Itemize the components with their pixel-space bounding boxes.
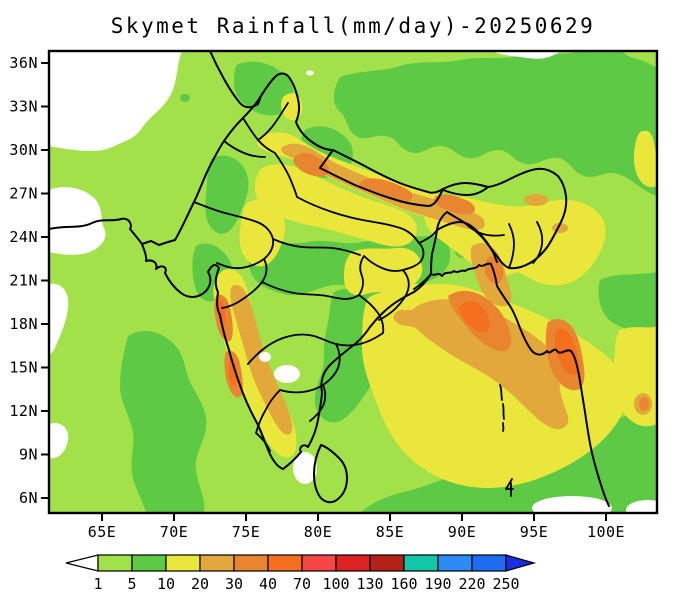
y-tick-label: 36N: [9, 54, 38, 72]
rain-region-bay-tan: [393, 299, 569, 430]
colorbar-below-min-arrow: [65, 554, 99, 572]
colorbar-level-label: 220: [458, 575, 485, 593]
colorbar-segment: [335, 554, 371, 572]
colorbar-level-label: 130: [356, 575, 383, 593]
y-tick-label: 18N: [9, 315, 38, 333]
border-bhutan-south: [442, 186, 489, 196]
state-boundaries-india: [193, 102, 544, 452]
rain-region-gangetic-plain-yellow: [254, 164, 417, 247]
coastline-andaman-islands: [499, 384, 505, 432]
y-axis: 36N 33N 30N 27N 24N 21N 18N 15N 12N 9N 6N: [9, 54, 49, 507]
x-tick-label: 65E: [88, 523, 117, 541]
colorbar-segment: [301, 554, 337, 572]
colorbar-level-label: 100: [322, 575, 349, 593]
rain-region-kashmir-yellow: [281, 93, 303, 121]
rain-region-foothills-orange-east: [434, 194, 475, 215]
x-tick-label: 100E: [587, 523, 625, 541]
border-nepal-south: [319, 149, 444, 207]
rain-region-left-edge-dry-2: [49, 422, 69, 459]
colorbar-segment: [233, 554, 269, 572]
rain-region-right-edge-yellow-top: [633, 130, 657, 188]
colorbar-level-label: 40: [259, 575, 277, 593]
rain-region-martaban-core: [554, 328, 579, 376]
colorbar-segment: [369, 554, 405, 572]
colorbar-segment: [165, 554, 201, 572]
colorbar-level-label: 30: [225, 575, 243, 593]
y-tick-label: 27N: [9, 185, 38, 203]
rain-region-southeast-dry-1: [532, 496, 612, 513]
x-tick-label: 85E: [376, 523, 405, 541]
colorbar-level-label: 20: [191, 575, 209, 593]
rain-region-west-dry-mid: [49, 187, 106, 255]
y-tick-label: 30N: [9, 141, 38, 159]
colorbar-segment: [267, 554, 303, 572]
rain-region-arunachal-tan: [524, 194, 548, 206]
rain-region-glacier-sliver: [306, 70, 314, 76]
rain-region-northwest-dry: [49, 51, 182, 152]
colorbar-segment: [131, 554, 167, 572]
colorbar-level-label: 160: [390, 575, 417, 593]
y-tick-label: 15N: [9, 359, 38, 377]
colorbar-segment: [199, 554, 235, 572]
border-india-outer: [174, 72, 568, 270]
x-tick-label: 90E: [448, 523, 477, 541]
colorbar-segment: [471, 554, 507, 572]
rain-region-tibet-band: [333, 51, 657, 196]
y-tick-label: 9N: [19, 446, 38, 464]
colorbar-level-label: 70: [293, 575, 311, 593]
boundary-layer: [49, 51, 610, 507]
rain-region-right-edge-orange: [639, 397, 649, 411]
rain-region-top-dry-sliver: [492, 51, 560, 59]
colorbar-level-label: 190: [424, 575, 451, 593]
colorbar-level-label: 10: [157, 575, 175, 593]
colorbar-level-label: 1: [93, 575, 102, 593]
y-tick-label: 21N: [9, 272, 38, 290]
rain-region-right-edge-green: [598, 272, 657, 332]
colorbar-above-max-arrow: [505, 554, 537, 572]
colorbar-level-label: 5: [127, 575, 136, 593]
rain-region-small-green-spot: [180, 94, 190, 102]
rain-region-karnataka-dry-1: [259, 352, 271, 362]
rain-region-arabian-sea-green: [120, 330, 207, 513]
rain-region-palk-strait-dry: [293, 452, 317, 484]
y-tick-label: 12N: [9, 402, 38, 420]
colorbar-segment: [403, 554, 439, 572]
colorbar-segment: [97, 554, 133, 572]
rain-region-west-rajasthan-green: [205, 155, 249, 234]
rain-region-foothills-orange-mid: [359, 178, 413, 202]
x-tick-label: 95E: [520, 523, 549, 541]
chart-title: Skymet Rainfall(mm/day)-20250629: [111, 14, 596, 38]
rain-region-ghats-core-south: [228, 357, 238, 387]
rain-region-karnataka-dry-2: [274, 365, 300, 383]
rain-region-left-edge-dry-1: [49, 283, 69, 356]
coastline-nicobar-island: [505, 478, 514, 497]
rain-region-rajasthan-yellow: [239, 199, 285, 267]
plot-frame: [47, 49, 659, 515]
x-axis: 65E 70E 75E 80E 85E 90E 95E 100E: [88, 513, 625, 541]
x-tick-label: 80E: [304, 523, 333, 541]
x-tick-label: 70E: [160, 523, 189, 541]
x-tick-label: 75E: [232, 523, 261, 541]
rainfall-fill-layers: [49, 51, 657, 513]
border-afghanistan-pakistan: [209, 51, 262, 109]
rain-region-southeast-dry-2: [626, 500, 657, 513]
y-tick-label: 24N: [9, 228, 38, 246]
coastline-sri-lanka: [313, 444, 348, 504]
colorbar-level-label: 250: [492, 575, 519, 593]
rain-region-ghats-core-north: [217, 299, 226, 327]
y-tick-label: 6N: [19, 489, 38, 507]
rain-region-rakhine-core: [459, 301, 490, 332]
colorbar-segment: [437, 554, 473, 572]
y-tick-label: 33N: [9, 98, 38, 116]
colorbar-legend: 1 5 10 20 30 40 70 100 130 160 190 220 250: [65, 554, 537, 593]
coastline-india-myanmar: [49, 217, 610, 507]
rain-region-foothills-orange-west: [293, 153, 330, 177]
